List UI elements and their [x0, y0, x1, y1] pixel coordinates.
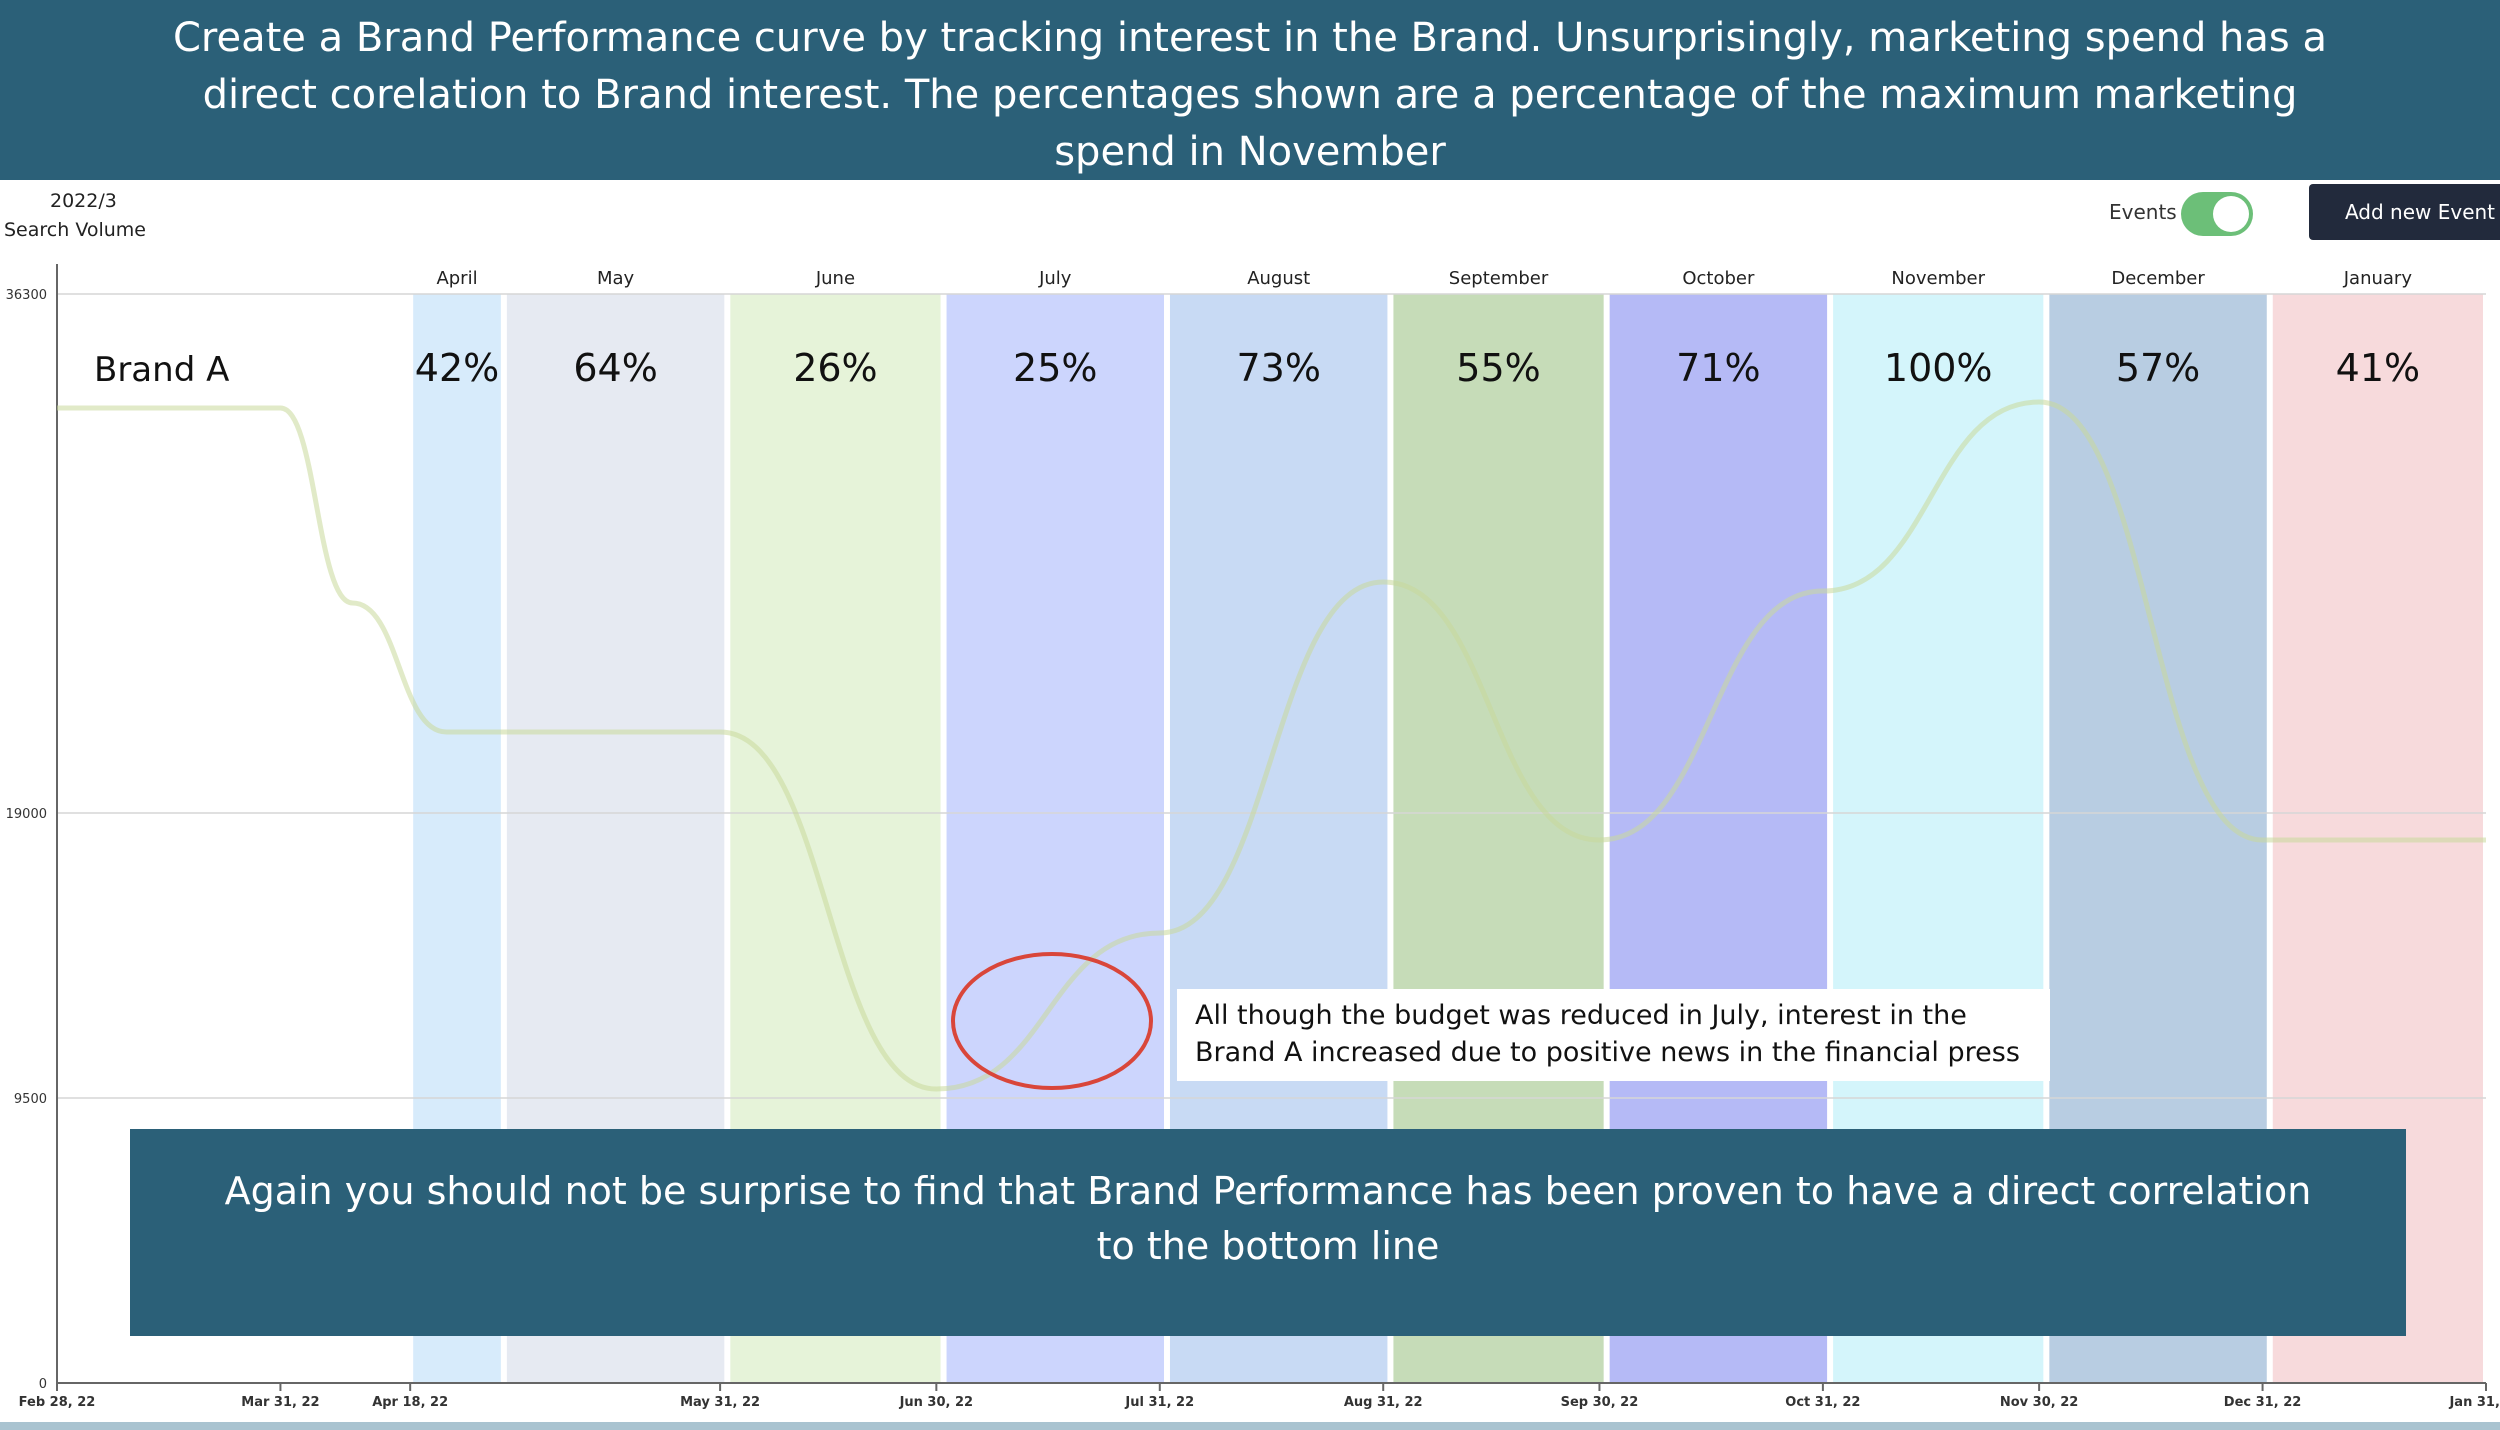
event-month-label: August [1247, 268, 1310, 289]
event-month-label: November [1891, 268, 1985, 289]
series-line [57, 399, 2486, 1092]
conclusion-box: Again you should not be surprise to find… [130, 1129, 2406, 1336]
axes: 0 9500 19000 36300 Feb 28, 22 Mar 31, 22 Apr 1… [6, 264, 2500, 1410]
event-month-label: December [2111, 268, 2205, 289]
x-tick-label: May 31, 22 [680, 1395, 760, 1410]
event-percent-label: 25% [1013, 346, 1097, 390]
metric-label: Search Volume [4, 219, 146, 241]
toggle-knob [2213, 196, 2249, 232]
event-percent-label: 71% [1676, 346, 1760, 390]
x-tick-label: Jun 30, 22 [899, 1395, 974, 1410]
event-month-label: January [2343, 268, 2413, 289]
event-month-label: October [1682, 268, 1755, 289]
event-month-label: June [815, 268, 855, 289]
chart-meta: 2022/3 Search Volume [4, 187, 146, 245]
event-month-label: May [597, 268, 635, 289]
event-labels: April 42% May 64% June 26% July 25% August 73% Sep… [94, 268, 2420, 390]
x-tick-label: Aug 31, 22 [1344, 1395, 1423, 1410]
event-percent-label: 73% [1236, 346, 1320, 390]
event-percent-label: 64% [573, 346, 657, 390]
x-tick-label: Jul 31, 22 [1124, 1395, 1194, 1410]
x-tick-label: Dec 31, 22 [2224, 1395, 2302, 1410]
series-lines [57, 399, 2486, 1092]
event-percent-label: 57% [2116, 346, 2200, 390]
event-percent-label: 41% [2336, 346, 2420, 390]
annotation-callout: All though the budget was reduced in Jul… [1177, 989, 2050, 1081]
highlight-circle [951, 952, 1153, 1090]
events-toggle[interactable] [2181, 192, 2253, 236]
y-tick-label: 0 [39, 1377, 47, 1392]
x-tick-label: Apr 18, 22 [372, 1395, 448, 1410]
event-month-label: July [1038, 268, 1072, 289]
add-event-button[interactable]: Add new Event [2309, 184, 2500, 240]
y-tick-label: 9500 [14, 1092, 47, 1107]
x-tick-label: Feb 28, 22 [19, 1395, 96, 1410]
headline-text: Create a Brand Performance curve by trac… [173, 15, 2327, 175]
y-tick-label: 19000 [6, 807, 47, 822]
x-tick-label: Nov 30, 22 [2000, 1395, 2078, 1410]
conclusion-text: Again you should not be surprise to find… [224, 1169, 2312, 1268]
series-name-label: Brand A [94, 350, 229, 390]
event-month-label: April [436, 268, 477, 289]
bottom-rule [0, 1422, 2500, 1430]
y-tick-label: 36300 [6, 288, 47, 303]
event-percent-label: 100% [1884, 346, 1993, 390]
headline-banner: Create a Brand Performance curve by trac… [0, 0, 2500, 180]
x-tick-label: Jan 31, 23 [2448, 1395, 2500, 1410]
callout-text: All though the budget was reduced in Jul… [1195, 1000, 2020, 1068]
event-month-label: September [1449, 268, 1549, 289]
x-tick-label: Oct 31, 22 [1785, 1395, 1860, 1410]
events-label: Events [2109, 200, 2177, 224]
event-percent-label: 55% [1456, 346, 1540, 390]
x-tick-label: Mar 31, 22 [241, 1395, 319, 1410]
x-tick-label: Sep 30, 22 [1561, 1395, 1639, 1410]
date-label: 2022/3 [50, 190, 117, 212]
event-percent-label: 42% [415, 346, 499, 390]
event-percent-label: 26% [793, 346, 877, 390]
